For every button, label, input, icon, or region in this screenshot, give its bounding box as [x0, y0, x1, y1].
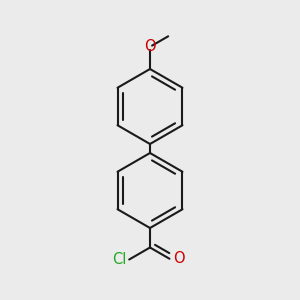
Text: O: O — [173, 251, 185, 266]
Text: O: O — [144, 39, 156, 54]
Text: Cl: Cl — [112, 252, 127, 267]
